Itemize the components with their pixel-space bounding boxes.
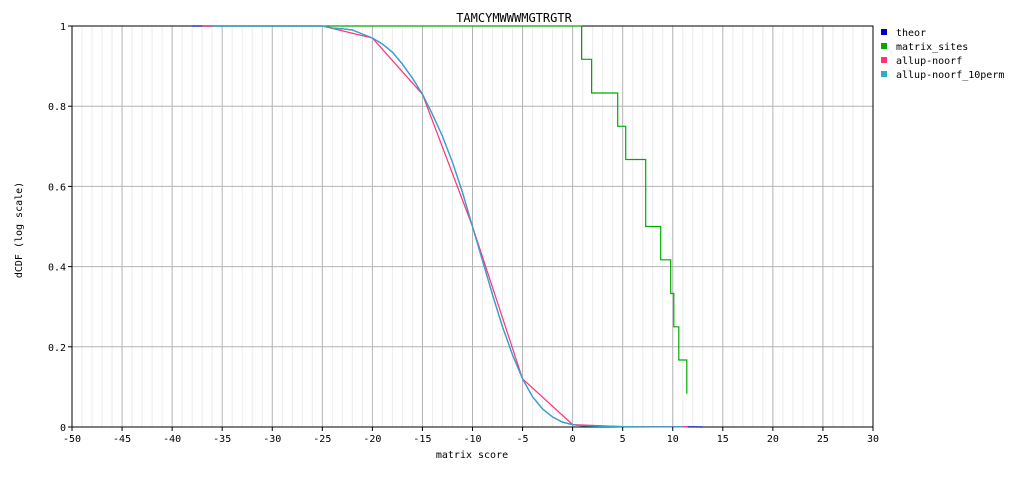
x-tick-label: -35 (213, 434, 231, 445)
chart-title: TAMCYMWWWMGTRGTR (456, 11, 572, 25)
y-axis-label: dCDF (log scale) (14, 182, 25, 278)
series-line-theor (192, 25, 703, 428)
series-layer (192, 25, 703, 428)
legend-swatch (881, 57, 887, 63)
x-tick-label: -40 (163, 434, 181, 445)
y-tick-label: 0.2 (48, 343, 66, 354)
y-tick-label: 0.8 (48, 102, 66, 113)
y-axis-ticks: 0 0.2 0.4 0.6 0.8 1 (48, 22, 72, 434)
x-tick-label: 10 (667, 434, 679, 445)
x-tick-label: -30 (263, 434, 281, 445)
legend-swatch (881, 43, 887, 49)
minor-grid (81, 26, 864, 427)
x-axis-label: matrix score (436, 450, 508, 461)
x-tick-label: 0 (570, 434, 576, 445)
series-line-allup-noorf (202, 25, 688, 428)
x-tick-label: 25 (817, 434, 829, 445)
x-tick-label: 30 (867, 434, 879, 445)
x-tick-label: -50 (63, 434, 81, 445)
x-tick-label: -10 (463, 434, 481, 445)
x-tick-label: -5 (517, 434, 529, 445)
y-tick-label: 0 (60, 423, 66, 434)
legend: theor matrix_sites allup-noorf allup-noorf_… (881, 28, 1004, 81)
legend-entry: allup-noorf (896, 56, 962, 67)
x-axis-ticks: -50 -45 -40 -35 -30 -25 -20 -15 -10 -5 0 5 10 15 20 25 3… (63, 427, 879, 445)
legend-swatch (881, 29, 887, 35)
y-tick-label: 0.4 (48, 263, 66, 274)
x-tick-label: -45 (113, 434, 131, 445)
series-line-matrix_sites (202, 25, 688, 394)
legend-entry: theor (896, 28, 926, 39)
legend-entry: matrix_sites (896, 42, 968, 53)
major-grid (71, 25, 874, 428)
x-tick-label: -15 (413, 434, 431, 445)
legend-swatch (881, 71, 887, 77)
x-tick-label: 15 (717, 434, 729, 445)
x-tick-label: 20 (767, 434, 779, 445)
series-line-allup-noorf_10perm (212, 25, 683, 428)
y-tick-label: 0.6 (48, 182, 66, 193)
x-tick-label: -25 (313, 434, 331, 445)
legend-entry: allup-noorf_10perm (896, 70, 1004, 81)
x-tick-label: -20 (363, 434, 381, 445)
y-tick-label: 1 (60, 22, 66, 33)
x-tick-label: 5 (620, 434, 626, 445)
